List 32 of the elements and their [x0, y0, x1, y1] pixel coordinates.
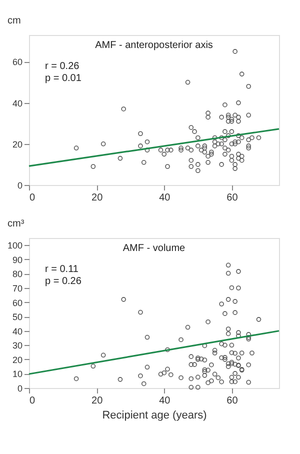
y-tick-label: 80 — [12, 269, 22, 280]
y-tick-label: 60 — [12, 298, 22, 308]
y-tick-label: 30 — [12, 340, 22, 351]
text: AMF - volume — [122, 243, 186, 254]
y-tick-label: 100 — [7, 240, 22, 251]
x-tick-label: 20 — [92, 192, 104, 204]
annotation: p = 0.26 — [45, 276, 82, 287]
annotation: r = 0.11 — [45, 264, 79, 275]
y-axis-title: cm³ — [8, 218, 25, 230]
y-axis-title: cm — [8, 16, 21, 26]
y-tick-label: 20 — [12, 354, 22, 365]
y-tick-label: 40 — [12, 326, 22, 336]
y-tick-label: 0 — [17, 384, 22, 394]
x-tick-label: 40 — [159, 396, 171, 406]
x-tick-label: 60 — [226, 396, 238, 406]
y-tick-label: 10 — [12, 369, 22, 380]
chart-title: AMF - anteroposterior axis — [95, 40, 213, 51]
annotation: r = 0.26 — [45, 61, 80, 72]
x-tick-label: 60 — [226, 192, 238, 204]
x-tick-label: 20 — [92, 396, 104, 406]
x-tick-label: 40 — [159, 192, 171, 204]
y-tick-label: 0 — [17, 180, 22, 190]
y-tick-label: 70 — [12, 284, 22, 294]
annotation: p = 0.01 — [45, 73, 82, 84]
x-tick-label: 0 — [30, 192, 36, 204]
y-tick-label: 90 — [12, 254, 22, 265]
y-tick-label: 50 — [12, 312, 22, 322]
y-tick-label: 60 — [12, 57, 22, 68]
x-tick-label: 0 — [30, 396, 36, 406]
x-axis-title: Recipient age (years) — [102, 410, 207, 422]
y-tick-label: 40 — [12, 98, 22, 108]
y-tick-label: 20 — [12, 139, 22, 150]
